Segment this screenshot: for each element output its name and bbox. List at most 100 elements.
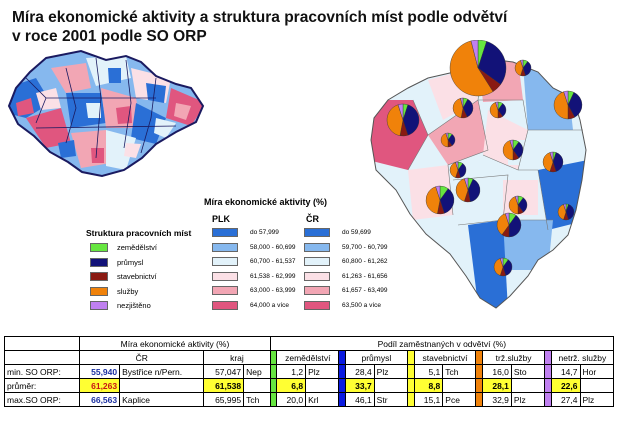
prum-name: Plz bbox=[373, 364, 408, 379]
zem-name: Krl bbox=[305, 392, 340, 407]
row-label: min. SO ORP: bbox=[3, 364, 81, 379]
structure-swatch bbox=[90, 301, 108, 310]
pie-slice bbox=[455, 178, 469, 202]
structure-swatch bbox=[90, 272, 108, 281]
pie-slice bbox=[553, 91, 569, 120]
stav-value: 8,8 bbox=[413, 378, 444, 393]
legend-plk-swatch bbox=[212, 242, 238, 252]
kraj-value: 65,995 bbox=[203, 392, 245, 407]
pie-slice bbox=[397, 103, 404, 121]
legend-cr-label: do 59,699 bbox=[342, 229, 371, 236]
netrz-value: 27,4 bbox=[550, 392, 581, 407]
trz-name bbox=[510, 378, 546, 393]
legend-cr-heading: ČR bbox=[306, 214, 319, 224]
netrz-value: 22,6 bbox=[550, 378, 581, 393]
stav-name: Tch bbox=[442, 364, 477, 379]
kraj-name: Nep bbox=[243, 364, 271, 379]
prum-name: Str bbox=[373, 392, 408, 407]
zem-name bbox=[305, 378, 340, 393]
pie-slice bbox=[508, 215, 522, 238]
pie-slice bbox=[449, 40, 494, 97]
title-line-1: Míra ekonomické aktivity a struktura pra… bbox=[12, 9, 508, 26]
swatch-stav bbox=[406, 378, 415, 393]
pie-slice bbox=[449, 162, 459, 178]
trz-value: 32,9 bbox=[482, 392, 512, 407]
legend-cr-label: 59,700 - 60,799 bbox=[342, 243, 388, 251]
netrz-name bbox=[579, 378, 614, 393]
legend-cr-swatch bbox=[304, 300, 330, 310]
legend-cr-item: 61,263 - 61,656 bbox=[304, 271, 388, 282]
pie-chart bbox=[440, 132, 456, 148]
pie-slice bbox=[565, 204, 575, 220]
statistics-table: Míra ekonomické aktivity (%) Podíl zaměs… bbox=[3, 336, 615, 407]
structure-swatch bbox=[90, 257, 108, 267]
legend-cr-swatch bbox=[304, 257, 330, 266]
pie-slice bbox=[425, 186, 441, 214]
swatch-zem bbox=[269, 378, 278, 393]
zem-value: 6,8 bbox=[276, 378, 307, 393]
pie-chart bbox=[425, 185, 455, 215]
legend-plk-heading: PLK bbox=[212, 214, 230, 224]
structure-label: průmysl bbox=[117, 257, 144, 267]
swatch-trz bbox=[475, 378, 484, 393]
swatch-netrz bbox=[544, 364, 552, 379]
cr-value: 66,563 bbox=[79, 392, 121, 407]
table-header-row-1: Míra ekonomické aktivity (%) Podíl zaměs… bbox=[3, 336, 615, 351]
cr-name: Kaplice bbox=[119, 392, 205, 407]
swatch-zem bbox=[269, 350, 278, 365]
trz-value: 16,0 bbox=[482, 364, 512, 379]
legend-cr-item: 61,657 - 63,499 bbox=[304, 285, 388, 296]
page-title: Míra ekonomické aktivity a struktura pra… bbox=[12, 8, 507, 46]
legend-cr-item: 59,700 - 60,799 bbox=[304, 242, 388, 253]
pie-slice bbox=[435, 185, 441, 201]
swatch-stav bbox=[406, 350, 415, 365]
pie-slice bbox=[489, 102, 499, 119]
structure-legend-title: Struktura pracovních míst bbox=[86, 228, 192, 238]
legend-plk-label: 61,538 - 62,999 bbox=[250, 272, 296, 280]
swatch-netrz bbox=[544, 378, 552, 393]
legend-plk-label: 63,000 - 63,999 bbox=[250, 287, 296, 294]
pie-slice bbox=[499, 257, 504, 268]
header-stav: stavebnictví bbox=[413, 350, 477, 365]
structure-label: služby bbox=[117, 286, 139, 296]
legend-cr-label: 61,263 - 61,656 bbox=[342, 272, 388, 280]
pie-slice bbox=[386, 104, 404, 136]
structure-swatch bbox=[90, 243, 108, 252]
legend-plk-swatch bbox=[212, 228, 238, 237]
prum-name bbox=[373, 378, 408, 393]
cr-name: Bystřice n/Pern. bbox=[119, 364, 205, 379]
pie-chart bbox=[493, 257, 513, 277]
pie-slice bbox=[445, 132, 449, 141]
pie-slice bbox=[462, 98, 474, 118]
header-kraj: kraj bbox=[203, 350, 271, 365]
swatch-prum bbox=[338, 350, 346, 365]
pie-slice bbox=[402, 104, 420, 136]
pie-slice bbox=[509, 139, 514, 151]
legend-cr-item: do 59,699 bbox=[304, 227, 371, 238]
title-line-2: v roce 2001 podle SO ORP bbox=[12, 28, 207, 45]
structure-label: zemědělství bbox=[117, 243, 158, 252]
header-zem: zemědělství bbox=[276, 350, 340, 365]
trz-value: 28,1 bbox=[482, 378, 512, 393]
pie-slice bbox=[505, 212, 510, 226]
structure-legend-item: zemědělství bbox=[90, 242, 157, 253]
table-row-average: průměr: 61,263 61,538 6,8 33,7 8,8 28,1 … bbox=[3, 378, 614, 393]
pie-chart bbox=[514, 59, 532, 77]
row-label: průměr: bbox=[3, 378, 81, 393]
legend-plk-item: 60,700 - 61,537 bbox=[212, 256, 296, 267]
stav-value: 5,1 bbox=[413, 364, 444, 379]
header-trz: trž.služby bbox=[482, 350, 546, 365]
pie-slice bbox=[496, 213, 510, 235]
pie-chart bbox=[553, 90, 583, 120]
pie-slice bbox=[542, 152, 554, 172]
legend-plk-label: 64,000 a více bbox=[250, 301, 290, 309]
swatch-netrz bbox=[544, 392, 552, 407]
legend-plk-swatch bbox=[212, 257, 238, 266]
structure-label: stavebnictví bbox=[117, 272, 157, 281]
cr-value: 55,940 bbox=[79, 364, 121, 379]
pie-chart bbox=[455, 177, 481, 203]
legend-cr-label: 61,657 - 63,499 bbox=[342, 287, 388, 294]
pie-slice bbox=[467, 178, 481, 203]
swatch-prum bbox=[338, 378, 346, 393]
swatch-trz bbox=[475, 350, 484, 365]
